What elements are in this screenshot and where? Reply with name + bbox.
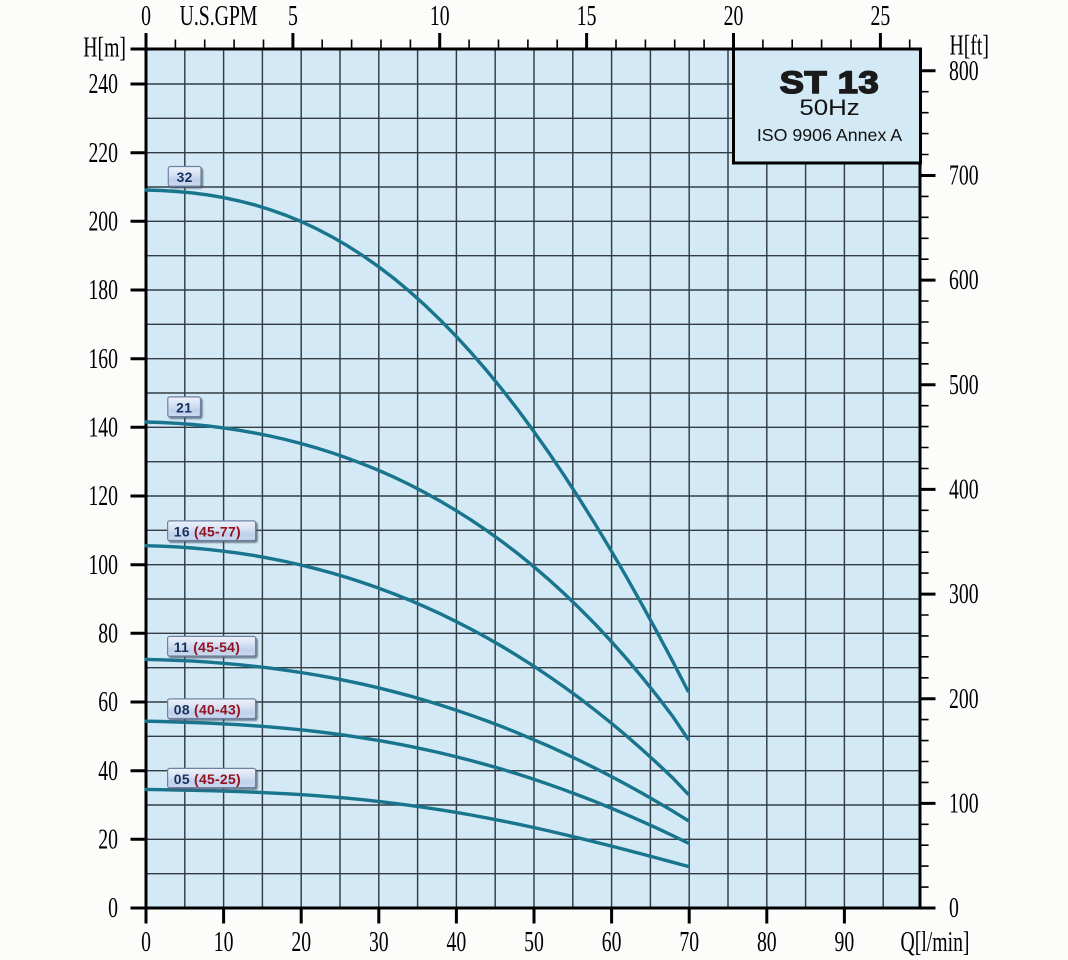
svg-text:180: 180	[88, 275, 118, 307]
svg-text:220: 220	[88, 137, 118, 169]
svg-text:08 (40-43): 08 (40-43)	[174, 702, 241, 718]
svg-text:40: 40	[447, 926, 467, 958]
svg-text:0: 0	[949, 893, 959, 925]
svg-text:30: 30	[369, 926, 389, 958]
svg-text:32: 32	[177, 169, 193, 185]
svg-text:100: 100	[949, 788, 979, 820]
svg-text:H[ft]: H[ft]	[950, 30, 989, 62]
svg-text:10: 10	[214, 926, 234, 958]
svg-text:50: 50	[524, 926, 544, 958]
svg-text:H[m]: H[m]	[83, 32, 126, 64]
svg-text:800: 800	[949, 55, 979, 87]
svg-text:200: 200	[88, 206, 118, 238]
svg-text:16 (45-77): 16 (45-77)	[174, 524, 241, 540]
svg-text:21: 21	[176, 400, 192, 416]
svg-text:ISO 9906 Annex A: ISO 9906 Annex A	[757, 125, 902, 145]
svg-text:11 (45-54): 11 (45-54)	[174, 639, 240, 655]
svg-text:20: 20	[98, 824, 118, 856]
svg-text:400: 400	[949, 474, 979, 506]
svg-text:60: 60	[602, 926, 622, 958]
svg-text:50Hz: 50Hz	[799, 96, 859, 121]
svg-text:40: 40	[98, 755, 118, 787]
svg-text:500: 500	[949, 369, 979, 401]
svg-text:0: 0	[141, 926, 151, 958]
svg-text:20: 20	[724, 0, 744, 32]
svg-text:ST 13: ST 13	[780, 65, 880, 100]
svg-text:300: 300	[949, 579, 979, 611]
svg-text:5: 5	[288, 0, 298, 32]
svg-text:Q[l/min]: Q[l/min]	[901, 926, 970, 958]
svg-text:100: 100	[88, 549, 118, 581]
svg-text:25: 25	[871, 0, 891, 32]
svg-text:20: 20	[291, 926, 311, 958]
svg-text:600: 600	[949, 265, 979, 297]
svg-text:200: 200	[949, 683, 979, 715]
svg-text:60: 60	[98, 687, 118, 719]
svg-text:240: 240	[88, 69, 118, 101]
svg-text:0: 0	[141, 0, 151, 32]
svg-text:0: 0	[108, 893, 118, 925]
svg-text:700: 700	[949, 160, 979, 192]
svg-text:140: 140	[88, 412, 118, 444]
svg-text:15: 15	[577, 0, 597, 32]
svg-text:05 (45-25): 05 (45-25)	[174, 771, 241, 787]
svg-text:160: 160	[88, 343, 118, 375]
svg-text:90: 90	[835, 926, 855, 958]
svg-text:U.S.GPM: U.S.GPM	[180, 0, 258, 32]
svg-text:10: 10	[430, 0, 450, 32]
svg-text:80: 80	[757, 926, 777, 958]
svg-text:80: 80	[98, 618, 118, 650]
svg-text:70: 70	[679, 926, 699, 958]
svg-text:120: 120	[88, 481, 118, 513]
